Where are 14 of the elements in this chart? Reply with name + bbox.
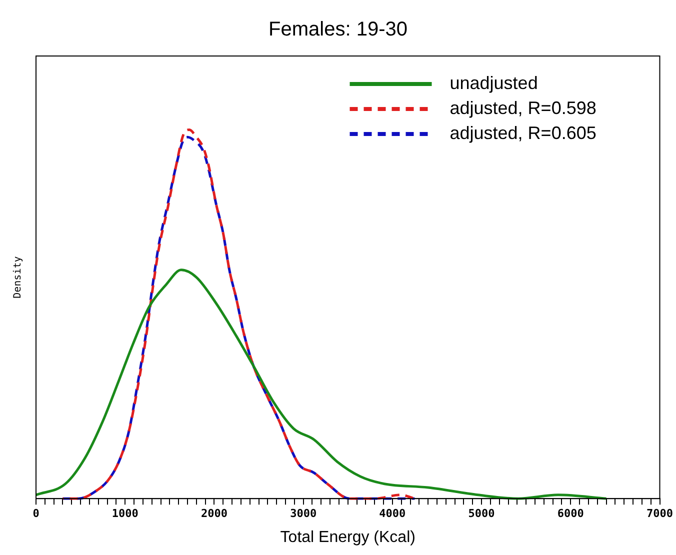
x-tick-label: 4000	[379, 507, 406, 520]
chart-title: Females: 19-30	[268, 18, 408, 41]
x-tick-label: 2000	[200, 507, 228, 520]
x-tick-label: 1000	[112, 507, 138, 520]
legend-label: adjusted, R=0.598	[450, 98, 596, 118]
legend-label: adjusted, R=0.605	[450, 122, 596, 143]
x-axis-title: Total Energy (Kcal)	[280, 528, 416, 546]
y-axis-title: Density	[12, 256, 24, 298]
x-tick-label: 6000	[557, 507, 584, 520]
x-tick-label: 0	[32, 507, 40, 520]
x-tick-label: 5000	[468, 507, 495, 520]
x-tick-label: 7000	[646, 507, 674, 520]
x-tick-label: 3000	[290, 507, 317, 520]
legend-label: unadjusted	[450, 72, 538, 93]
